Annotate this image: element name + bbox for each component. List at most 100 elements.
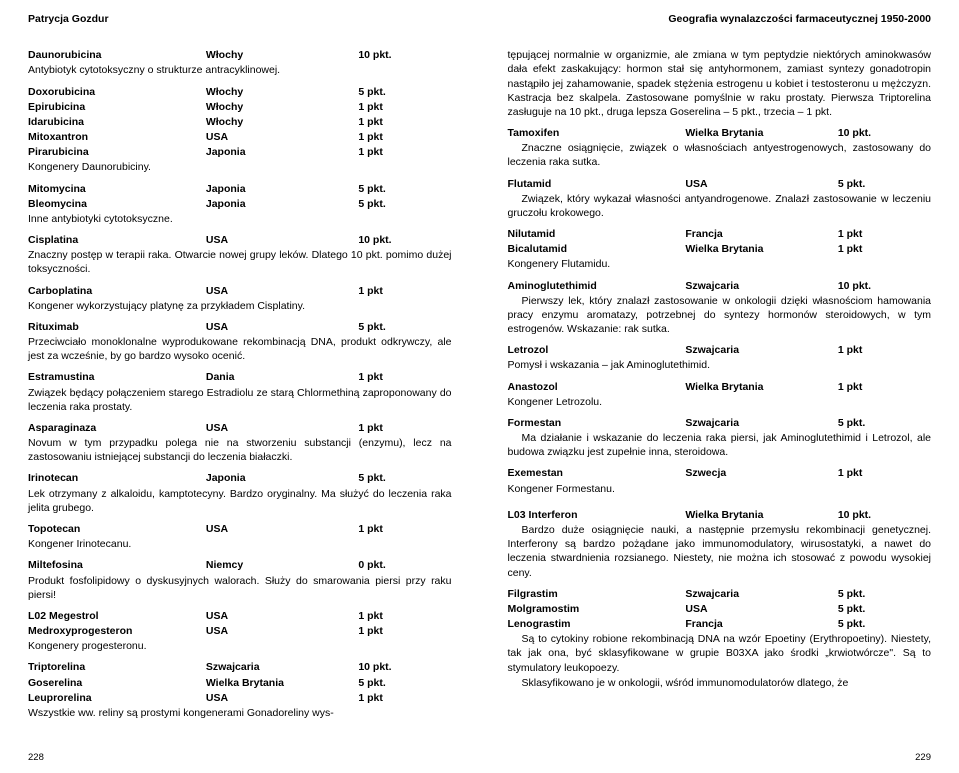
pts: 5 pkt. [838, 177, 931, 191]
pts: 5 pkt. [358, 197, 451, 211]
pts: 1 pkt [358, 284, 451, 298]
country: Wielka Brytania [206, 676, 358, 690]
header-author: Patrycja Gozdur [28, 12, 452, 26]
drug: Anastozol [508, 380, 686, 394]
pts: 10 pkt. [358, 660, 451, 674]
country: Włochy [206, 100, 358, 114]
pts: 5 pkt. [358, 676, 451, 690]
text: Wszystkie ww. reliny są prostymi kongene… [28, 706, 452, 720]
text: Kongenery Flutamidu. [508, 257, 932, 271]
country: Dania [206, 370, 358, 384]
country: Francja [685, 617, 837, 631]
drug: Triptorelina [28, 660, 206, 674]
text: Pierwszy lek, który znalazł zastosowanie… [508, 294, 932, 337]
drug: Exemestan [508, 466, 686, 480]
drug: Tamoxifen [508, 126, 686, 140]
text: Związek, który wykazał własności antyand… [508, 192, 932, 220]
drug: Asparaginaza [28, 421, 206, 435]
text: Novum w tym przypadku polega nie na stwo… [28, 436, 452, 464]
country: USA [206, 691, 358, 705]
drug: Lenograstim [508, 617, 686, 631]
drug: Daunorubicina [28, 48, 206, 62]
pts: 1 pkt [358, 130, 451, 144]
drug: Pirarubicina [28, 145, 206, 159]
drug: Letrozol [508, 343, 686, 357]
drug: Leuprorelina [28, 691, 206, 705]
drug: Carboplatina [28, 284, 206, 298]
drug: Cisplatina [28, 233, 206, 247]
text: Antybiotyk cytotoksyczny o strukturze an… [28, 63, 452, 77]
country: Japonia [206, 182, 358, 196]
text: Związek będący połączeniem starego Estra… [28, 386, 452, 414]
pts: 1 pkt [358, 421, 451, 435]
pts: 5 pkt. [838, 587, 931, 601]
drug: Nilutamid [508, 227, 686, 241]
country: Wielka Brytania [685, 508, 837, 522]
pts: 1 pkt [358, 624, 451, 638]
drug: Bleomycina [28, 197, 206, 211]
pts: 5 pkt. [838, 602, 931, 616]
pts: 10 pkt. [358, 48, 451, 62]
drug: Bicalutamid [508, 242, 686, 256]
country: Wielka Brytania [685, 242, 837, 256]
country: Włochy [206, 48, 358, 62]
drug: Molgramostim [508, 602, 686, 616]
drug: Formestan [508, 416, 686, 430]
country: Szwajcaria [685, 279, 837, 293]
country: USA [206, 421, 358, 435]
country: USA [206, 320, 358, 334]
header-title: Geografia wynalazczości farmaceutycznej … [508, 12, 932, 26]
country: USA [206, 284, 358, 298]
pts: 1 pkt [358, 691, 451, 705]
country: USA [206, 130, 358, 144]
text: Kongener wykorzystujący platynę za przyk… [28, 299, 452, 313]
left-page: Patrycja Gozdur DaunorubicinaWłochy10 pk… [0, 0, 480, 773]
text: Kongenery progesteronu. [28, 639, 452, 653]
pts: 5 pkt. [358, 471, 451, 485]
drug: Estramustina [28, 370, 206, 384]
text: Znaczne osiągnięcie, związek o własności… [508, 141, 932, 169]
drug: L02 Megestrol [28, 609, 206, 623]
pts: 10 pkt. [838, 279, 931, 293]
pts: 0 pkt. [358, 558, 451, 572]
page-number: 229 [915, 752, 931, 765]
country: Szwajcaria [685, 343, 837, 357]
drug: Filgrastim [508, 587, 686, 601]
drug: Irinotecan [28, 471, 206, 485]
country: USA [685, 602, 837, 616]
pts: 1 pkt [838, 242, 931, 256]
drug: Topotecan [28, 522, 206, 536]
pts: 1 pkt [838, 343, 931, 357]
pts: 1 pkt [358, 100, 451, 114]
country: Szwajcaria [685, 416, 837, 430]
country: Japonia [206, 197, 358, 211]
pts: 5 pkt. [358, 182, 451, 196]
drug: Rituximab [28, 320, 206, 334]
country: Szwecja [685, 466, 837, 480]
pts: 1 pkt [838, 227, 931, 241]
country: Niemcy [206, 558, 358, 572]
country: Japonia [206, 471, 358, 485]
country: USA [206, 522, 358, 536]
pts: 1 pkt [358, 522, 451, 536]
text: Bardzo duże osiągnięcie nauki, a następn… [508, 523, 932, 580]
text: Kongenery Daunorubiciny. [28, 160, 452, 174]
drug: Mitoxantron [28, 130, 206, 144]
pts: 10 pkt. [838, 126, 931, 140]
text: Znaczny postęp w terapii raka. Otwarcie … [28, 248, 452, 276]
drug: Mitomycina [28, 182, 206, 196]
text: Przeciwciało monoklonalne wyprodukowane … [28, 335, 452, 363]
pts: 10 pkt. [358, 233, 451, 247]
text: Kongener Letrozolu. [508, 395, 932, 409]
text: Sklasyfikowano je w onkologii, wśród imm… [508, 676, 932, 690]
page-number: 228 [28, 752, 44, 765]
drug: Medroxyprogesteron [28, 624, 206, 638]
drug: Goserelina [28, 676, 206, 690]
pts: 5 pkt. [358, 85, 451, 99]
pts: 5 pkt. [838, 416, 931, 430]
text: Lek otrzymany z alkaloidu, kamptotecyny.… [28, 487, 452, 515]
pts: 1 pkt [358, 370, 451, 384]
text: Inne antybiotyki cytotoksyczne. [28, 212, 452, 226]
text: Ma działanie i wskazanie do leczenia rak… [508, 431, 932, 459]
drug: Doxorubicina [28, 85, 206, 99]
